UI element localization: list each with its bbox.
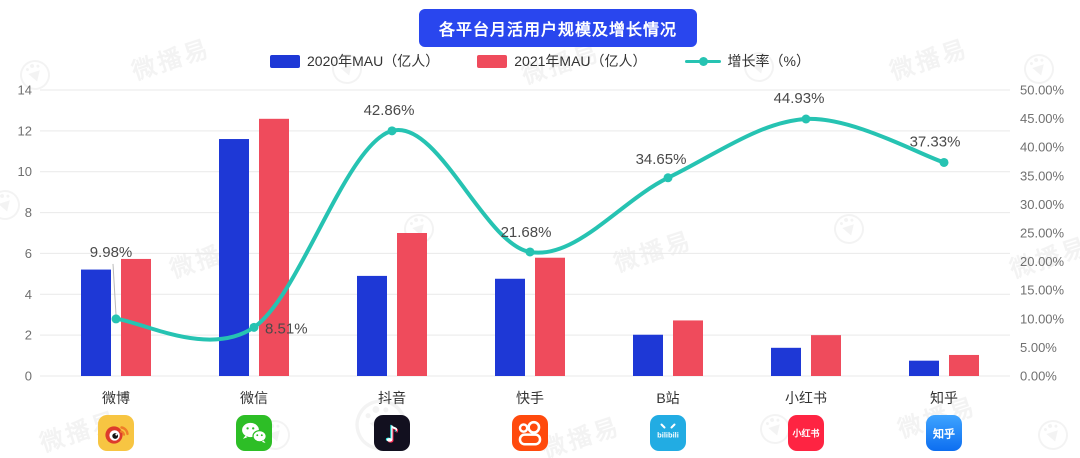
- growth-point-label: 34.65%: [636, 151, 687, 168]
- y-axis-left-label: 12: [18, 123, 32, 138]
- bar-2020-mau: [633, 334, 663, 376]
- growth-point: [939, 157, 949, 167]
- growth-point: [663, 173, 673, 183]
- y-axis-left-label: 6: [25, 246, 32, 261]
- bar-2020-mau: [771, 347, 801, 376]
- bar-2021-mau: [949, 354, 979, 376]
- growth-point: [801, 114, 811, 124]
- chart-legend: 2020年MAU（亿人） 2021年MAU（亿人） 增长率（%）: [0, 51, 1080, 71]
- bar-2021-mau: [259, 118, 289, 376]
- growth-point-label: 8.51%: [265, 320, 308, 337]
- legend-item-growth-rate[interactable]: 增长率（%）: [684, 51, 810, 71]
- bar-2021-mau: [121, 258, 151, 376]
- legend-label: 2021年MAU（亿人）: [514, 53, 647, 69]
- bar-2021-mau: [535, 257, 565, 376]
- y-axis-left-label: 4: [25, 287, 32, 302]
- bar-2020-mau: [909, 360, 939, 376]
- growth-point: [111, 314, 121, 324]
- legend-swatch-2021: [477, 54, 508, 68]
- bar-2020-mau: [81, 269, 111, 376]
- growth-point-label: 44.93%: [774, 90, 825, 107]
- bar-2021-mau: [397, 233, 427, 376]
- legend-item-2021-mau[interactable]: 2021年MAU（亿人）: [477, 51, 647, 71]
- legend-label: 增长率（%）: [727, 53, 810, 69]
- y-axis-right-label: 10.00%: [1020, 311, 1065, 326]
- y-axis-left-label: 14: [18, 83, 32, 98]
- bar-2020-mau: [495, 278, 525, 376]
- growth-point-label: 21.68%: [501, 224, 552, 241]
- growth-point: [387, 126, 397, 136]
- bar-2020-mau: [357, 275, 387, 376]
- y-axis-right-label: 30.00%: [1020, 197, 1065, 212]
- y-axis-right-label: 45.00%: [1020, 111, 1065, 126]
- y-axis-right-label: 5.00%: [1020, 340, 1057, 355]
- y-axis-left-label: 0: [25, 369, 32, 384]
- y-axis-right-label: 35.00%: [1020, 168, 1065, 183]
- growth-point-label: 37.33%: [910, 133, 961, 150]
- bar-2021-mau: [811, 335, 841, 376]
- y-axis-right-label: 40.00%: [1020, 140, 1065, 155]
- legend-item-2020-mau[interactable]: 2020年MAU（亿人）: [270, 51, 439, 71]
- growth-point: [249, 322, 259, 332]
- y-axis-left-label: 2: [25, 328, 32, 343]
- legend-label: 2020年MAU（亿人）: [307, 53, 440, 69]
- y-axis-right-label: 20.00%: [1020, 254, 1065, 269]
- growth-point-label: 42.86%: [364, 102, 415, 119]
- label-leader-line: [112, 263, 117, 315]
- growth-point-label: 9.98%: [90, 244, 133, 261]
- y-axis-right-label: 0.00%: [1020, 369, 1057, 384]
- legend-swatch-2020: [270, 54, 300, 68]
- y-axis-left-label: 8: [25, 205, 32, 220]
- chart-title: 各平台月活用户规模及增长情况: [418, 9, 698, 47]
- y-axis-right-label: 50.00%: [1020, 83, 1065, 98]
- legend-swatch-growth: [684, 54, 721, 68]
- bar-2021-mau: [673, 320, 703, 376]
- y-axis-right-label: 15.00%: [1020, 283, 1065, 298]
- y-axis-left-label: 10: [18, 164, 32, 179]
- growth-point: [525, 247, 535, 257]
- y-axis-right-label: 25.00%: [1020, 226, 1065, 241]
